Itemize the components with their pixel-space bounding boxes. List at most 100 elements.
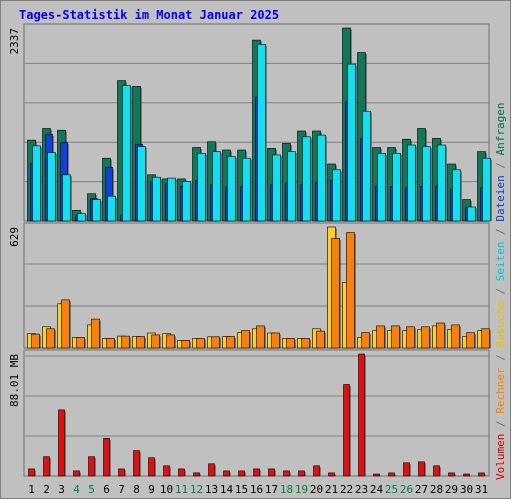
day-label: 31 — [475, 483, 488, 496]
bar-rechner-day-16 — [256, 325, 265, 349]
bar-rechner-day-15 — [241, 330, 250, 349]
bar-seiten-day-27 — [422, 146, 431, 222]
day-label: 30 — [460, 483, 473, 496]
bar-volumen-day-30 — [463, 473, 470, 477]
day-label: 16 — [250, 483, 263, 496]
bar-volumen-day-15 — [238, 470, 245, 477]
bar-volumen-day-29 — [448, 472, 455, 477]
day-label: 25 — [385, 483, 398, 496]
bar-seiten-day-19 — [302, 136, 311, 222]
day-label: 26 — [400, 483, 413, 496]
chart-title: Tages-Statistik im Monat Januar 2025 — [19, 8, 279, 22]
bar-rechner-day-9 — [151, 334, 160, 349]
bar-seiten-day-15 — [242, 157, 251, 222]
bar-seiten-day-23 — [362, 110, 371, 222]
bar-seiten-day-28 — [437, 144, 446, 222]
legend-entry: / — [494, 155, 507, 175]
day-label: 2 — [43, 483, 50, 496]
bar-rechner-day-2 — [46, 328, 55, 349]
bar-volumen-day-27 — [418, 461, 425, 477]
bar-rechner-day-8 — [136, 336, 145, 349]
bar-rechner-day-11 — [181, 339, 190, 349]
bar-rechner-day-30 — [466, 332, 475, 349]
bar-seiten-day-14 — [227, 156, 236, 222]
bar-rechner-day-24 — [376, 325, 385, 349]
bar-seiten-day-3 — [62, 174, 71, 222]
series-legend: Volumen / Rechner / Besuche / Seiten / D… — [494, 102, 507, 480]
bar-volumen-day-24 — [373, 473, 380, 477]
bar-rechner-day-29 — [451, 324, 460, 349]
day-axis-labels: 1 2 3 4 5 6 7 8 9 10 11 12 13 14 15 16 17 18 19 20 21 22 23 24 2… — [28, 483, 488, 496]
bottom-panel: 88.01 MB — [8, 349, 490, 477]
day-label: 18 — [280, 483, 293, 496]
bar-volumen-day-13 — [208, 463, 215, 477]
top-panel: 2337 — [8, 23, 492, 222]
legend-entry: Rechner — [494, 367, 507, 414]
bar-volumen-day-8 — [133, 450, 140, 477]
bar-volumen-day-23 — [358, 353, 365, 477]
day-label: 8 — [133, 483, 140, 496]
bar-seiten-day-7 — [122, 85, 131, 222]
legend-entry: Seiten — [494, 242, 507, 282]
bar-rechner-day-26 — [406, 326, 415, 349]
bar-rechner-day-3 — [61, 299, 70, 349]
bar-rechner-day-12 — [196, 338, 205, 349]
day-label: 3 — [58, 483, 65, 496]
day-label: 20 — [310, 483, 323, 496]
bar-volumen-day-21 — [328, 472, 335, 477]
day-label: 4 — [73, 483, 80, 496]
bar-volumen-day-12 — [193, 472, 200, 477]
bar-volumen-day-28 — [433, 465, 440, 477]
bar-seiten-day-1 — [32, 145, 41, 222]
bar-volumen-day-1 — [28, 468, 35, 477]
day-label: 12 — [190, 483, 203, 496]
bar-volumen-day-2 — [43, 456, 50, 477]
bar-seiten-day-17 — [272, 154, 281, 222]
bar-volumen-day-18 — [283, 470, 290, 477]
bar-volumen-day-20 — [313, 465, 320, 477]
bar-seiten-day-4 — [77, 213, 86, 222]
day-label: 7 — [118, 483, 125, 496]
bar-rechner-day-18 — [286, 338, 295, 349]
bar-volumen-day-7 — [118, 468, 125, 477]
bar-seiten-day-9 — [152, 176, 161, 222]
bar-volumen-day-6 — [103, 438, 110, 477]
day-label: 28 — [430, 483, 443, 496]
legend-entry: / — [494, 414, 507, 434]
bar-volumen-day-10 — [163, 465, 170, 477]
day-label: 19 — [295, 483, 308, 496]
day-label: 1 — [28, 483, 35, 496]
middle-axis-max-label: 629 — [8, 227, 21, 247]
legend-entry: / — [494, 222, 507, 242]
bar-seiten-day-24 — [377, 153, 386, 222]
bar-rechner-day-28 — [436, 322, 445, 349]
bar-rechner-day-27 — [421, 326, 430, 349]
bar-seiten-day-12 — [197, 153, 206, 222]
bar-seiten-day-10 — [167, 177, 176, 222]
bar-seiten-day-8 — [137, 146, 146, 222]
bar-seiten-day-22 — [347, 63, 356, 222]
bar-seiten-day-6 — [107, 195, 116, 222]
day-label: 11 — [175, 483, 188, 496]
bar-volumen-day-25 — [388, 472, 395, 477]
day-label: 21 — [325, 483, 338, 496]
bar-rechner-day-23 — [361, 332, 370, 349]
day-label: 29 — [445, 483, 458, 496]
bar-seiten-day-5 — [92, 199, 101, 222]
top-axis-max-label: 2337 — [8, 28, 21, 55]
bar-rechner-day-19 — [301, 338, 310, 349]
bar-seiten-day-2 — [47, 152, 56, 222]
bar-seiten-day-20 — [317, 134, 326, 222]
day-label: 6 — [103, 483, 110, 496]
day-label: 5 — [88, 483, 95, 496]
middle-panel: 629 — [8, 222, 491, 349]
bar-seiten-day-30 — [467, 206, 476, 222]
bar-rechner-day-4 — [76, 337, 85, 349]
bar-rechner-day-6 — [106, 338, 115, 349]
bar-seiten-day-26 — [407, 144, 416, 222]
bar-rechner-day-25 — [391, 325, 400, 349]
legend-entry: Volumen — [494, 434, 507, 480]
day-label: 24 — [370, 483, 384, 496]
